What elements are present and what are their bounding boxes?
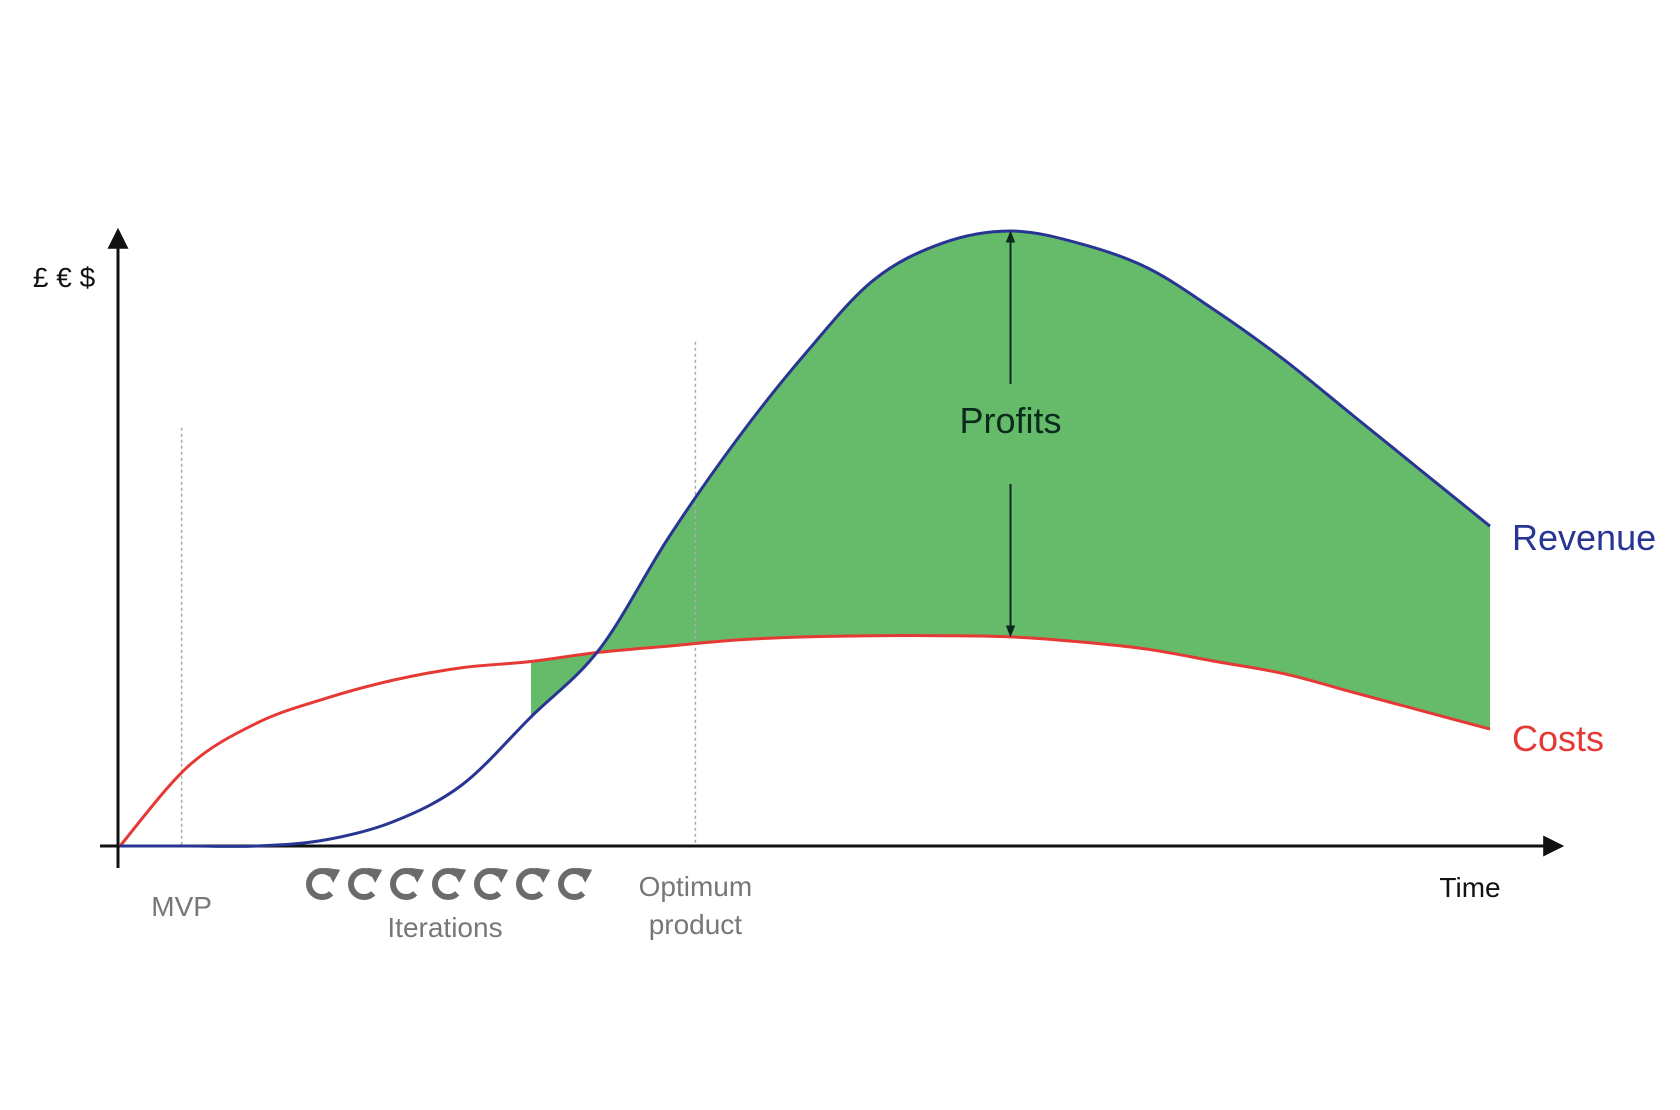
- costs-label: Costs: [1512, 718, 1604, 759]
- profits-label: Profits: [959, 400, 1061, 441]
- mvp-label: MVP: [151, 891, 212, 922]
- refresh-icon: [474, 867, 509, 900]
- revenue-label: Revenue: [1512, 517, 1656, 558]
- refresh-icon: [390, 867, 425, 900]
- refresh-icon: [432, 867, 467, 900]
- profit-area: [531, 231, 1490, 730]
- refresh-icon: [516, 867, 551, 900]
- refresh-icon: [306, 867, 341, 900]
- iterations-label: Iterations: [387, 912, 502, 943]
- revenue-line: [120, 229, 1491, 848]
- refresh-icon: [558, 867, 593, 900]
- refresh-icon: [348, 867, 383, 900]
- y-axis-label: £ € $: [33, 262, 96, 293]
- costs-line: [118, 634, 1491, 847]
- optimum-product-label: Optimum product: [639, 871, 753, 940]
- x-axis-label: Time: [1439, 872, 1500, 903]
